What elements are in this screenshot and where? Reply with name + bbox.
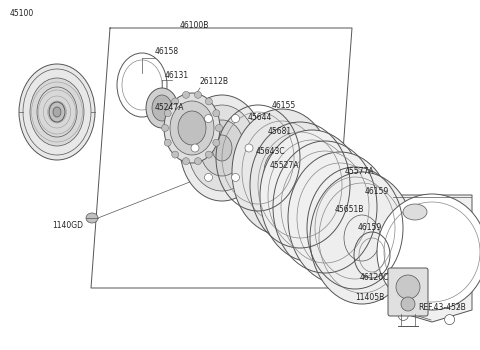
Ellipse shape: [188, 105, 256, 191]
Ellipse shape: [205, 98, 212, 105]
Text: 26112B: 26112B: [200, 77, 229, 86]
Polygon shape: [392, 195, 472, 322]
Text: 45527A: 45527A: [270, 161, 300, 169]
Text: 46100B: 46100B: [180, 21, 209, 29]
Ellipse shape: [264, 149, 300, 195]
Ellipse shape: [180, 95, 264, 201]
Ellipse shape: [403, 204, 427, 220]
Ellipse shape: [396, 275, 420, 299]
Text: 46158: 46158: [155, 48, 179, 56]
Text: 46131: 46131: [165, 70, 189, 79]
Ellipse shape: [216, 125, 223, 132]
Ellipse shape: [401, 297, 415, 311]
Ellipse shape: [260, 130, 364, 262]
Text: 45644: 45644: [248, 113, 272, 122]
Ellipse shape: [191, 144, 199, 152]
Ellipse shape: [49, 102, 65, 122]
Text: 45643C: 45643C: [256, 147, 286, 156]
Ellipse shape: [146, 88, 178, 128]
Ellipse shape: [86, 213, 98, 223]
Ellipse shape: [164, 139, 171, 146]
Ellipse shape: [231, 114, 240, 122]
Ellipse shape: [245, 144, 253, 152]
Ellipse shape: [212, 135, 232, 161]
Text: 46120C: 46120C: [360, 273, 389, 282]
Text: 46159: 46159: [365, 188, 389, 196]
Text: REF.43-452B: REF.43-452B: [418, 303, 466, 313]
Ellipse shape: [194, 91, 202, 98]
Text: 45681: 45681: [268, 127, 292, 136]
Ellipse shape: [288, 152, 392, 284]
Ellipse shape: [53, 107, 61, 117]
Ellipse shape: [232, 109, 332, 235]
Ellipse shape: [172, 151, 179, 158]
Ellipse shape: [182, 158, 190, 164]
Text: 46155: 46155: [272, 100, 296, 110]
Ellipse shape: [172, 98, 179, 105]
Ellipse shape: [205, 151, 212, 158]
Text: 45577A: 45577A: [345, 168, 374, 176]
Ellipse shape: [204, 114, 213, 122]
Ellipse shape: [164, 93, 220, 163]
FancyBboxPatch shape: [388, 268, 428, 316]
Ellipse shape: [231, 174, 240, 181]
Ellipse shape: [30, 78, 84, 146]
Ellipse shape: [204, 174, 213, 181]
Ellipse shape: [377, 194, 480, 310]
Ellipse shape: [178, 111, 206, 145]
Ellipse shape: [152, 95, 172, 121]
Text: 1140GD: 1140GD: [52, 220, 83, 230]
Ellipse shape: [213, 110, 220, 117]
Text: 45100: 45100: [10, 9, 34, 19]
Text: 45651B: 45651B: [335, 205, 364, 215]
Ellipse shape: [398, 310, 408, 321]
Ellipse shape: [444, 315, 455, 324]
Text: 11405B: 11405B: [355, 294, 384, 302]
Ellipse shape: [19, 64, 95, 160]
Ellipse shape: [194, 158, 202, 164]
Ellipse shape: [161, 125, 168, 132]
Ellipse shape: [182, 91, 190, 98]
Ellipse shape: [213, 139, 220, 146]
Text: 46159: 46159: [358, 224, 382, 232]
Ellipse shape: [200, 120, 244, 176]
Text: 45247A: 45247A: [155, 104, 184, 112]
Ellipse shape: [170, 101, 214, 155]
Ellipse shape: [164, 110, 171, 117]
Ellipse shape: [310, 172, 414, 304]
